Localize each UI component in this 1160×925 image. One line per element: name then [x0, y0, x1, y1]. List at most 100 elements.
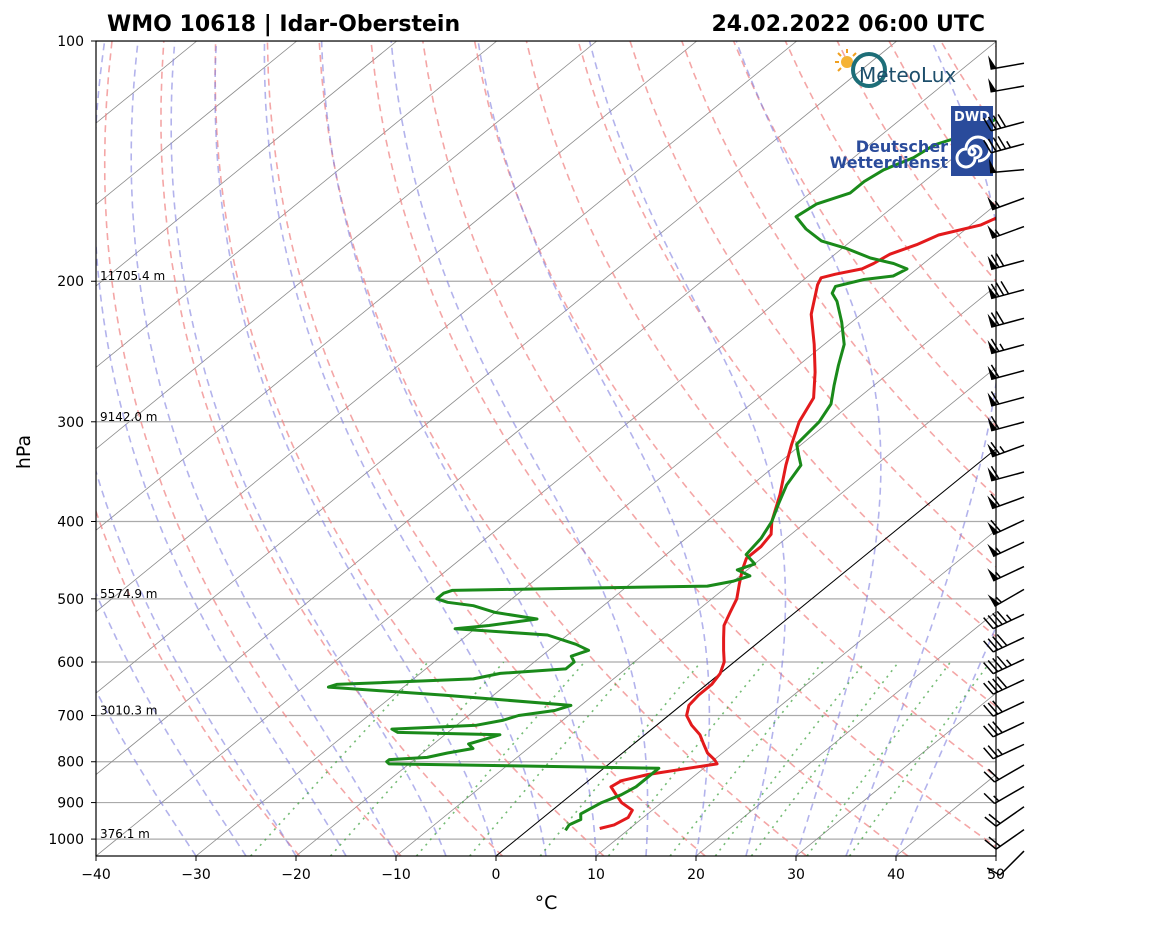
barb-full [987, 138, 997, 152]
barb-full [992, 137, 1002, 151]
wind-barb [987, 391, 1025, 407]
wind-barb [987, 588, 1025, 608]
mixing-ratio-line [250, 661, 429, 856]
barb-staff [994, 764, 1025, 783]
isotherm-line [195, 204, 996, 856]
moist-adiabat-line [845, 41, 996, 856]
wind-barb [983, 610, 1025, 630]
sun-icon [835, 49, 857, 72]
barb-full [996, 634, 1008, 647]
barb-staff [992, 613, 1025, 630]
x-tick-label: −30 [181, 867, 211, 883]
barb-full [990, 364, 1000, 378]
isotherm-line [795, 692, 996, 856]
mixing-ratio-line [714, 661, 866, 856]
height-label: 3010.3 m [100, 703, 158, 717]
barb-full [990, 283, 1000, 297]
barb-full [990, 493, 1001, 507]
barb-staff [990, 121, 1025, 132]
barb-full [983, 747, 994, 760]
moist-adiabat-line [320, 41, 597, 856]
dry-adiabat-line [103, 41, 402, 856]
barb-staff [992, 541, 1025, 558]
barb-full [992, 678, 1003, 691]
reference-lines [96, 41, 1160, 856]
wind-barb [983, 113, 1025, 132]
meteolux-ring-icon [851, 52, 887, 88]
wind-barb [987, 253, 1025, 271]
dwd-swirl-icon [955, 135, 992, 169]
barb-full [997, 113, 1007, 128]
y-tick-label: 200 [57, 274, 84, 290]
barb-full [996, 676, 1008, 689]
height-label: 5574.9 m [100, 587, 158, 601]
barb-staff [992, 519, 1025, 536]
isotherm-line [96, 41, 498, 368]
barb-full [990, 415, 1000, 430]
barb-half [996, 748, 1003, 756]
barb-full [983, 139, 992, 154]
barb-half [1005, 614, 1012, 621]
height-label: 11705.4 m [100, 269, 165, 283]
isotherm-line [395, 366, 996, 856]
barb-full [987, 723, 999, 736]
x-tick-label: 40 [887, 867, 905, 883]
wind-barb [988, 55, 1025, 70]
barb-full [987, 745, 999, 758]
barb-full [996, 610, 1008, 623]
isotherm-line [495, 448, 996, 856]
barb-half [995, 547, 1002, 554]
barb-full [992, 115, 1002, 129]
wind-barb [983, 135, 1025, 154]
barb-staff [990, 143, 1025, 154]
barb-half [994, 200, 1001, 208]
barb-staff [992, 721, 1025, 738]
barb-half [999, 445, 1005, 453]
meteolux-wordmark: MeteoLux [859, 63, 956, 87]
moist-adiabat-line [477, 41, 711, 856]
barb-flag [987, 339, 997, 354]
barb-half [995, 596, 1003, 603]
barb-staff [991, 444, 1025, 458]
wind-barb [987, 364, 1025, 381]
barb-flag [988, 55, 997, 70]
moist-adiabat-line [96, 689, 197, 856]
y-axis: 100 200 300 400 500 600 700 800 900 1000 [48, 34, 96, 848]
x-tick-label: 20 [687, 867, 705, 883]
y-tick-label: 600 [57, 655, 84, 671]
barb-full [983, 792, 996, 805]
dry-adiabat-line [1148, 41, 1160, 856]
barb-staff [995, 806, 1025, 827]
mixing-ratio-line [607, 661, 766, 856]
barb-flag [987, 443, 998, 457]
wind-barb [983, 634, 1025, 653]
dry-adiabat-line [1044, 41, 1160, 856]
dry-adiabat-line [991, 41, 996, 48]
barb-flag [987, 225, 998, 239]
barb-full [987, 680, 999, 693]
barb-full [987, 116, 997, 130]
barb-flag [987, 196, 998, 210]
dry-adiabat-line [525, 41, 996, 708]
dry-adiabat-line [681, 41, 996, 498]
wind-barb [983, 764, 1025, 783]
isotherm-line [96, 41, 798, 613]
wind-barb [987, 415, 1025, 432]
wind-barb [987, 493, 1025, 510]
barb-full [992, 721, 1003, 734]
barb-full [983, 771, 996, 783]
moist-adiabat-line [390, 41, 649, 856]
barb-full [983, 640, 994, 653]
barb-full [990, 312, 1000, 326]
wind-barb [983, 655, 1025, 675]
x-tick-label: 30 [787, 867, 805, 883]
y-tick-label: 100 [57, 34, 84, 50]
barb-full [983, 662, 994, 675]
barb-full [990, 519, 1002, 532]
isotherm-line [695, 611, 996, 856]
isotherm-line [96, 41, 698, 531]
mixing-ratio-line [750, 661, 900, 856]
barb-flag [987, 594, 1000, 607]
moist-adiabat-line [96, 591, 247, 856]
barb-full [988, 813, 1001, 824]
